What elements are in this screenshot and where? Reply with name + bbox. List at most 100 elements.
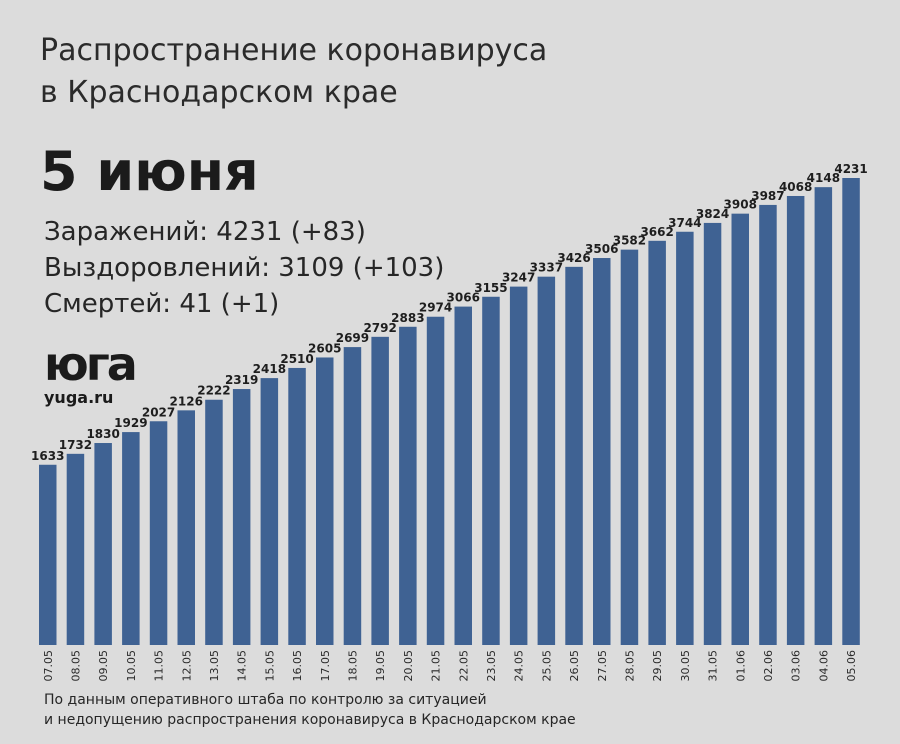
value-label-03.06: 4068 xyxy=(779,180,812,194)
bar-02.06 xyxy=(759,204,777,645)
bar-20.05 xyxy=(399,326,417,645)
bar-22.05 xyxy=(454,306,472,645)
value-label-23.05: 3155 xyxy=(474,281,507,295)
value-label-16.05: 2510 xyxy=(280,352,313,366)
x-tick-label-14.05: 14.05 xyxy=(236,650,249,682)
x-tick-label-03.06: 03.06 xyxy=(790,650,803,682)
value-label-04.06: 4148 xyxy=(807,171,840,185)
value-label-07.05: 1633 xyxy=(31,449,64,463)
value-label-17.05: 2605 xyxy=(308,341,341,355)
bar-31.05 xyxy=(703,222,722,645)
x-tick-label-01.06: 01.06 xyxy=(734,650,747,682)
x-tick-label-10.05: 10.05 xyxy=(125,650,138,682)
x-tick-label-24.05: 24.05 xyxy=(513,650,526,682)
value-label-01.06: 3908 xyxy=(724,198,757,212)
x-tick-label-04.06: 04.06 xyxy=(817,650,830,682)
bar-08.05 xyxy=(66,453,85,645)
value-label-18.05: 2699 xyxy=(336,331,369,345)
chart-title: Распространение коронавируса в Краснодар… xyxy=(40,30,680,114)
bar-24.05 xyxy=(509,286,528,645)
source-line-1: По данным оперативного штаба по контролю… xyxy=(44,692,487,708)
bar-04.06 xyxy=(814,187,833,645)
value-label-10.05: 1929 xyxy=(114,416,147,430)
x-tick-label-16.05: 16.05 xyxy=(291,650,304,682)
logo-mark: юга xyxy=(44,337,138,391)
x-tick-label-31.05: 31.05 xyxy=(707,650,720,682)
value-label-15.05: 2418 xyxy=(253,362,286,376)
x-tick-label-17.05: 17.05 xyxy=(319,650,332,682)
x-tick-label-12.05: 12.05 xyxy=(180,650,193,682)
bar-01.06 xyxy=(731,213,749,646)
bar-30.05 xyxy=(676,231,694,646)
bar-14.05 xyxy=(232,389,251,645)
bar-10.05 xyxy=(122,432,140,645)
value-label-31.05: 3824 xyxy=(696,207,729,221)
x-tick-label-07.05: 07.05 xyxy=(42,650,55,682)
x-tick-label-08.05: 08.05 xyxy=(69,650,82,682)
bar-09.05 xyxy=(94,443,112,645)
x-tick-label-09.05: 09.05 xyxy=(97,650,110,682)
bar-19.05 xyxy=(371,336,389,645)
x-tick-label-26.05: 26.05 xyxy=(568,650,581,682)
bar-15.05 xyxy=(260,378,279,645)
x-tick-label-02.06: 02.06 xyxy=(762,650,775,682)
value-label-14.05: 2319 xyxy=(225,373,258,387)
x-tick-label-13.05: 13.05 xyxy=(208,650,221,682)
bar-13.05 xyxy=(205,399,223,645)
title-line-1: Распространение коронавируса xyxy=(40,33,548,68)
x-tick-label-23.05: 23.05 xyxy=(485,650,498,682)
stats-block: Заражений: 4231 (+83) Выздоровлений: 310… xyxy=(44,214,444,322)
value-label-22.05: 3066 xyxy=(447,291,480,305)
x-tick-label-28.05: 28.05 xyxy=(623,650,636,682)
recovered-stat: Выздоровлений: 3109 (+103) xyxy=(44,253,445,283)
bar-26.05 xyxy=(565,266,583,645)
x-tick-label-05.06: 05.06 xyxy=(845,650,858,682)
bar-29.05 xyxy=(648,240,666,645)
x-tick-label-19.05: 19.05 xyxy=(374,650,387,682)
x-tick-label-20.05: 20.05 xyxy=(402,650,415,682)
bar-07.05 xyxy=(39,464,57,645)
value-label-25.05: 3337 xyxy=(530,261,563,275)
bar-18.05 xyxy=(343,347,362,645)
value-label-24.05: 3247 xyxy=(502,271,535,285)
value-label-26.05: 3426 xyxy=(557,251,590,265)
x-tick-label-30.05: 30.05 xyxy=(679,650,692,682)
value-label-27.05: 3506 xyxy=(585,242,618,256)
x-tick-label-25.05: 25.05 xyxy=(540,650,553,682)
bar-28.05 xyxy=(620,249,639,645)
infected-stat: Заражений: 4231 (+83) xyxy=(44,217,366,247)
value-label-28.05: 3582 xyxy=(613,234,646,248)
value-label-12.05: 2126 xyxy=(170,394,203,408)
x-tick-label-22.05: 22.05 xyxy=(457,650,470,682)
value-label-13.05: 2222 xyxy=(197,384,230,398)
source-line-2: и недопущению распространения коронавиру… xyxy=(44,712,576,728)
bar-17.05 xyxy=(316,357,334,645)
value-label-11.05: 2027 xyxy=(142,405,175,419)
value-label-09.05: 1830 xyxy=(86,427,119,441)
value-label-30.05: 3744 xyxy=(668,216,701,230)
bar-27.05 xyxy=(593,258,611,645)
value-label-05.06: 4231 xyxy=(834,162,867,176)
logo-url: yuga.ru xyxy=(44,388,114,407)
bar-21.05 xyxy=(426,316,445,645)
x-tick-label-18.05: 18.05 xyxy=(346,650,359,682)
x-tick-label-29.05: 29.05 xyxy=(651,650,664,682)
deaths-stat: Смертей: 41 (+1) xyxy=(44,289,280,319)
x-tick-label-11.05: 11.05 xyxy=(153,650,166,682)
value-label-29.05: 3662 xyxy=(640,225,673,239)
source-note: По данным оперативного штаба по контролю… xyxy=(44,690,576,730)
value-label-19.05: 2792 xyxy=(363,321,396,335)
bar-25.05 xyxy=(537,276,556,645)
x-tick-label-21.05: 21.05 xyxy=(430,650,443,682)
value-label-20.05: 2883 xyxy=(391,311,424,325)
value-label-02.06: 3987 xyxy=(751,189,784,203)
title-line-2: в Краснодарском крае xyxy=(40,75,398,110)
bar-12.05 xyxy=(177,410,195,645)
bar-03.06 xyxy=(786,195,805,645)
bar-11.05 xyxy=(149,421,168,645)
bar-16.05 xyxy=(288,367,306,645)
value-label-21.05: 2974 xyxy=(419,301,452,315)
x-tick-label-15.05: 15.05 xyxy=(263,650,276,682)
yuga-logo: юга yuga.ru xyxy=(44,337,138,407)
